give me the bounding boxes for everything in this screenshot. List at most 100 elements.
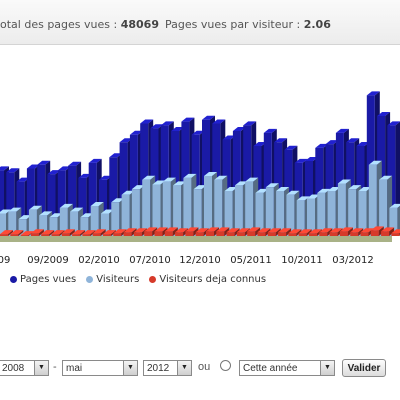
bar-visiteurs-front: [245, 181, 254, 236]
bar-visiteurs-deja-connus-front: [391, 233, 400, 236]
bar-visiteurs-front: [142, 179, 151, 236]
year-from-select[interactable]: 2008 ▼: [0, 360, 49, 376]
bar-visiteurs-deja-connus-side: [38, 229, 44, 236]
total-pages-stat: otal des pages vues : 48069: [0, 18, 159, 31]
bar-visiteurs-top: [265, 183, 279, 188]
bar-pages-vues-top: [356, 142, 370, 146]
bar-visiteurs-front: [255, 192, 264, 236]
bar-visiteurs-deja-connus-front: [72, 234, 81, 236]
bar-visiteurs-deja-connus-front: [113, 233, 122, 236]
bar-visiteurs-deja-connus-side: [286, 228, 292, 236]
bar-visiteurs-deja-connus-front: [133, 232, 142, 236]
validate-button[interactable]: Valider: [342, 359, 386, 377]
bar-visiteurs-deja-connus-top: [319, 228, 333, 233]
bar-pages-vues-top: [0, 166, 9, 171]
bar-pages-vues-front: [263, 132, 272, 236]
bar-visiteurs-deja-connus: [247, 227, 261, 236]
bar-pages-vues-top: [274, 138, 288, 143]
bar-pages-vues-top: [140, 119, 154, 124]
bar-visiteurs-deja-connus-front: [247, 231, 256, 236]
bar-pages-vues-front: [57, 170, 66, 236]
bar-visiteurs-deja-connus-side: [18, 230, 24, 236]
bar-visiteurs-deja-connus-front: [329, 232, 338, 236]
bar-visiteurs-deja-connus-top: [185, 227, 199, 232]
bar-visiteurs-deja-connus-top: [370, 226, 384, 231]
bar-pages-vues-top: [377, 112, 391, 116]
bar-visiteurs-top: [276, 187, 290, 191]
bar-visiteurs-deja-connus-top: [51, 230, 65, 235]
bar-visiteurs-deja-connus-top: [144, 227, 158, 232]
bar-pages-vues-top: [181, 117, 195, 122]
bar-visiteurs-front: [8, 211, 17, 236]
bar-visiteurs-front: [28, 209, 37, 236]
bar-visiteurs-deja-connus-top: [329, 228, 343, 233]
bar-visiteurs-deja-connus-front: [339, 231, 348, 236]
chevron-down-icon[interactable]: ▼: [34, 361, 48, 375]
bar-visiteurs-top: [214, 175, 228, 180]
bar-visiteurs-deja-connus-top: [41, 230, 55, 235]
bar-visiteurs-front: [265, 187, 274, 236]
or-label: ou: [198, 361, 211, 373]
bar-visiteurs: [389, 203, 400, 236]
bar-visiteurs-deja-connus-side: [69, 229, 75, 236]
bar-visiteurs-top: [80, 213, 94, 218]
year-to-select[interactable]: 2012 ▼: [143, 360, 192, 376]
pages-per-visitor-stat: Pages vues par visiteur : 2.06: [165, 18, 331, 31]
bar-visiteurs-front: [276, 191, 285, 236]
bar-visiteurs-deja-connus-front: [51, 234, 60, 236]
bar-visiteurs-top: [204, 172, 217, 176]
bar-visiteurs-front: [152, 184, 161, 236]
bar-pages-vues-top: [222, 135, 236, 140]
bar-visiteurs-front: [193, 189, 202, 236]
bar-pages-vues-top: [6, 168, 20, 173]
bar-pages-vues-top: [284, 145, 298, 150]
bar-pages-vues-top: [263, 128, 277, 133]
bar-visiteurs-top: [59, 203, 73, 208]
bar-visiteurs-top: [173, 181, 187, 186]
period-value: Cette année: [243, 363, 298, 374]
bar-visiteurs-top: [39, 211, 53, 216]
bar-visiteurs-front: [173, 185, 182, 236]
bar-visiteurs-deja-connus-top: [164, 227, 178, 232]
bar-visiteurs-deja-connus-side: [193, 227, 199, 236]
pages-per-visitor-value: 2.06: [303, 18, 331, 31]
bar-visiteurs-deja-connus-top: [381, 227, 395, 232]
bar-visiteurs-deja-connus: [381, 227, 395, 236]
chart-floor-edge: [0, 236, 392, 242]
chevron-down-icon[interactable]: ▼: [320, 361, 334, 375]
bar-visiteurs-deja-connus-side: [49, 230, 55, 236]
bar-visiteurs-deja-connus-front: [30, 233, 39, 236]
period-select[interactable]: Cette année ▼: [239, 360, 335, 376]
bar-visiteurs-front: [337, 183, 346, 236]
bar-visiteurs-deja-connus-front: [288, 233, 297, 236]
chevron-down-icon[interactable]: ▼: [177, 361, 191, 375]
bar-pages-vues-top: [150, 124, 164, 129]
bar-pages-vues-top: [243, 121, 257, 126]
bar-pages-vues-top: [366, 91, 380, 96]
pages-per-visitor-label: Pages vues par visiteur :: [165, 18, 301, 31]
bar-visiteurs-deja-connus-front: [360, 232, 369, 236]
bar-pages-vues-top: [119, 138, 133, 143]
legend-pages-vues: Pages vues: [10, 274, 76, 285]
bar-visiteurs-top: [389, 203, 400, 208]
bar-visiteurs-top: [49, 213, 63, 218]
month-to-select[interactable]: mai ▼: [62, 360, 138, 376]
bar-visiteurs-deja-connus-front: [41, 234, 50, 236]
x-tick-label: 10/2011: [281, 255, 323, 266]
bar-pages-vues-top: [294, 158, 308, 163]
bar-visiteurs-deja-connus-top: [195, 228, 209, 233]
bar-visiteurs-front: [234, 185, 243, 236]
bar-visiteurs-front: [368, 164, 377, 236]
chevron-down-icon[interactable]: ▼: [123, 361, 137, 375]
bar-pages-vues-top: [315, 143, 329, 148]
bar-visiteurs-deja-connus-top: [206, 227, 219, 232]
bar-visiteurs-top: [18, 215, 32, 220]
bar-visiteurs-deja-connus-top: [216, 227, 230, 232]
period-radio[interactable]: [220, 360, 231, 371]
bar-visiteurs-front: [121, 194, 130, 236]
bar-visiteurs-deja-connus-front: [309, 233, 317, 236]
chart-bars: [0, 91, 400, 236]
bar-visiteurs-front: [0, 213, 6, 236]
bar-visiteurs-top: [152, 180, 166, 185]
bar-visiteurs-deja-connus-top: [133, 228, 147, 233]
